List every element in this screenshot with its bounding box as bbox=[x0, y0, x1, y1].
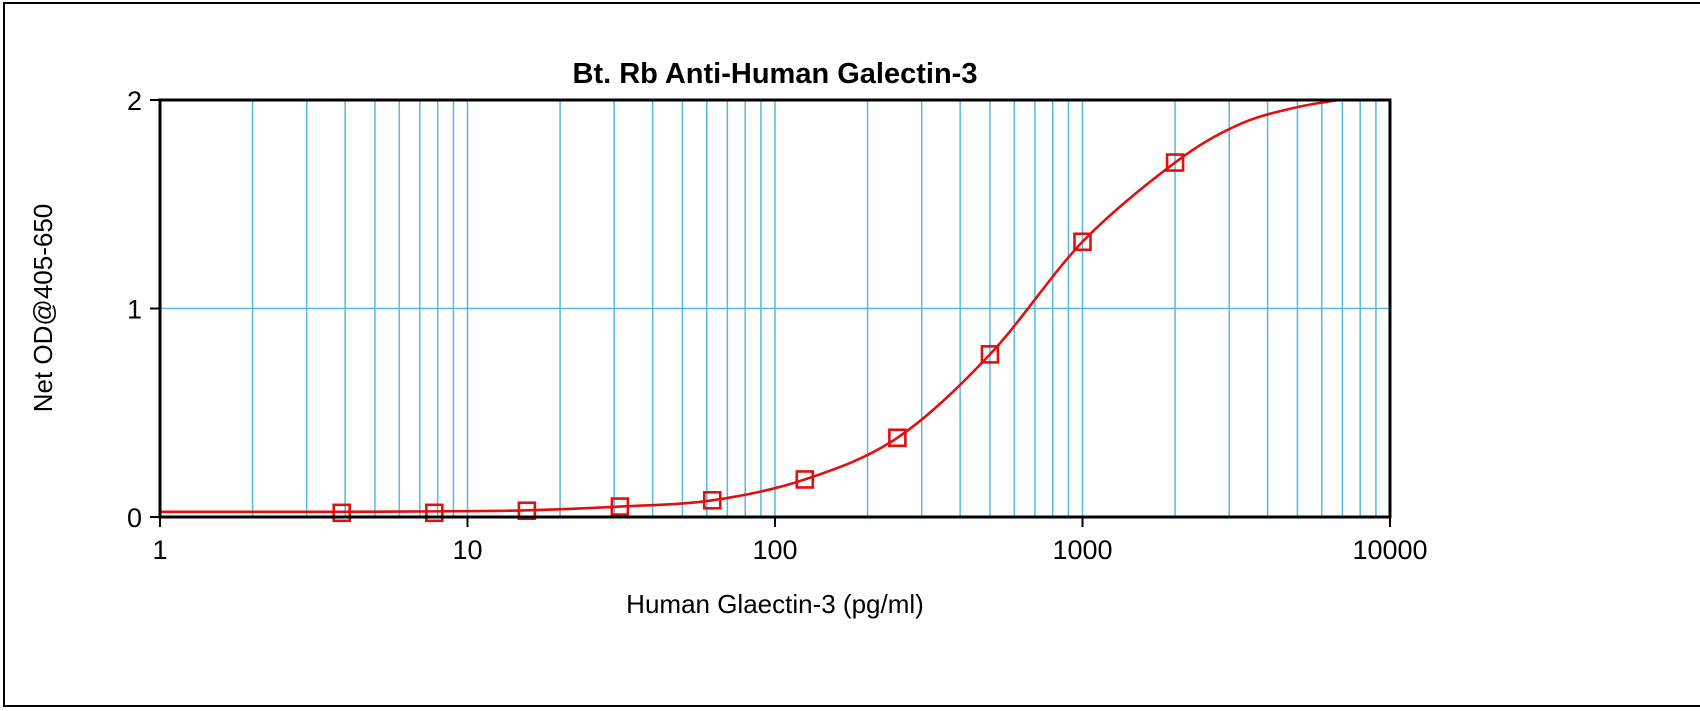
data-point-marker bbox=[980, 345, 1000, 364]
data-point-marker bbox=[610, 497, 630, 516]
x-tick-label: 10 bbox=[452, 535, 482, 565]
gridlines bbox=[160, 100, 1390, 517]
x-tick-label: 1000 bbox=[1052, 535, 1112, 565]
y-tick-label: 0 bbox=[127, 503, 142, 533]
x-tick-label: 10000 bbox=[1352, 535, 1427, 565]
x-tick-label: 100 bbox=[752, 535, 797, 565]
data-point-marker bbox=[795, 470, 815, 489]
data-series bbox=[160, 100, 1339, 523]
data-point-marker bbox=[1165, 153, 1185, 172]
standard-curve-line bbox=[160, 100, 1339, 514]
data-point-marker bbox=[332, 503, 352, 523]
x-tick-label: 1 bbox=[152, 535, 167, 565]
chart-title: Bt. Rb Anti-Human Galectin-3 bbox=[573, 58, 978, 90]
data-point-marker bbox=[888, 428, 907, 448]
y-tick-label: 1 bbox=[127, 295, 142, 325]
data-point-marker bbox=[702, 491, 722, 510]
y-axis-label: Net OD@405-650 bbox=[28, 204, 58, 413]
data-point-marker bbox=[517, 501, 537, 521]
y-tick-label: 2 bbox=[127, 86, 142, 116]
x-axis-label: Human Glaectin-3 (pg/ml) bbox=[626, 589, 924, 619]
data-point-marker bbox=[425, 503, 444, 523]
data-point-marker bbox=[1073, 232, 1092, 252]
